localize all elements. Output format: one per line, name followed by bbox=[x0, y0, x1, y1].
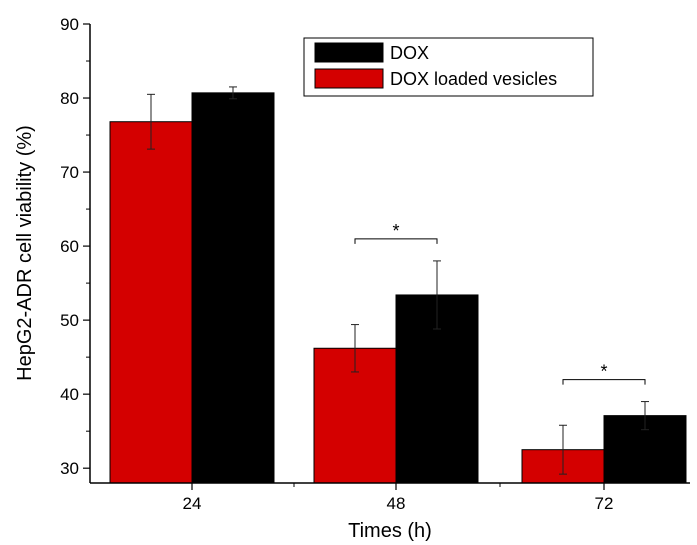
significance-label-48h: * bbox=[392, 221, 399, 241]
errorbars-layer bbox=[147, 86, 649, 475]
x-tick-label-72: 72 bbox=[595, 494, 614, 513]
y-tick-label-40: 40 bbox=[60, 385, 79, 404]
significance-layer: ** bbox=[354, 221, 646, 385]
axes-layer bbox=[89, 24, 690, 484]
y-tick-label-60: 60 bbox=[60, 237, 79, 256]
x-tick-label-48: 48 bbox=[387, 494, 406, 513]
legend: DOX DOX loaded vesicles bbox=[303, 37, 594, 97]
y-axis-title: HepG2-ADR cell viability (%) bbox=[14, 125, 36, 381]
x-ticks: 24 48 72 bbox=[183, 483, 614, 513]
significance-label-72h: * bbox=[600, 362, 607, 382]
bars-layer bbox=[109, 92, 687, 484]
legend-swatch-dox-loaded-vesicles bbox=[314, 68, 384, 89]
bar-dox-loaded-vesicles-24h bbox=[109, 121, 193, 484]
legend-swatch-dox bbox=[314, 42, 384, 63]
legend-label-dox-loaded-vesicles: DOX loaded vesicles bbox=[390, 69, 557, 89]
x-axis-title: Times (h) bbox=[348, 520, 432, 542]
x-tick-label-24: 24 bbox=[183, 494, 202, 513]
y-tick-label-80: 80 bbox=[60, 89, 79, 108]
y-tick-label-30: 30 bbox=[60, 459, 79, 478]
y-tick-label-50: 50 bbox=[60, 311, 79, 330]
bar-dox-24h bbox=[191, 92, 275, 484]
y-tick-label-90: 90 bbox=[60, 15, 79, 34]
significance-bracket-48h bbox=[354, 238, 438, 244]
y-ticks: 30 40 50 60 70 80 90 bbox=[60, 15, 90, 478]
y-tick-label-70: 70 bbox=[60, 163, 79, 182]
significance-bracket-72h bbox=[562, 379, 646, 385]
legend-label-dox: DOX bbox=[390, 43, 429, 63]
